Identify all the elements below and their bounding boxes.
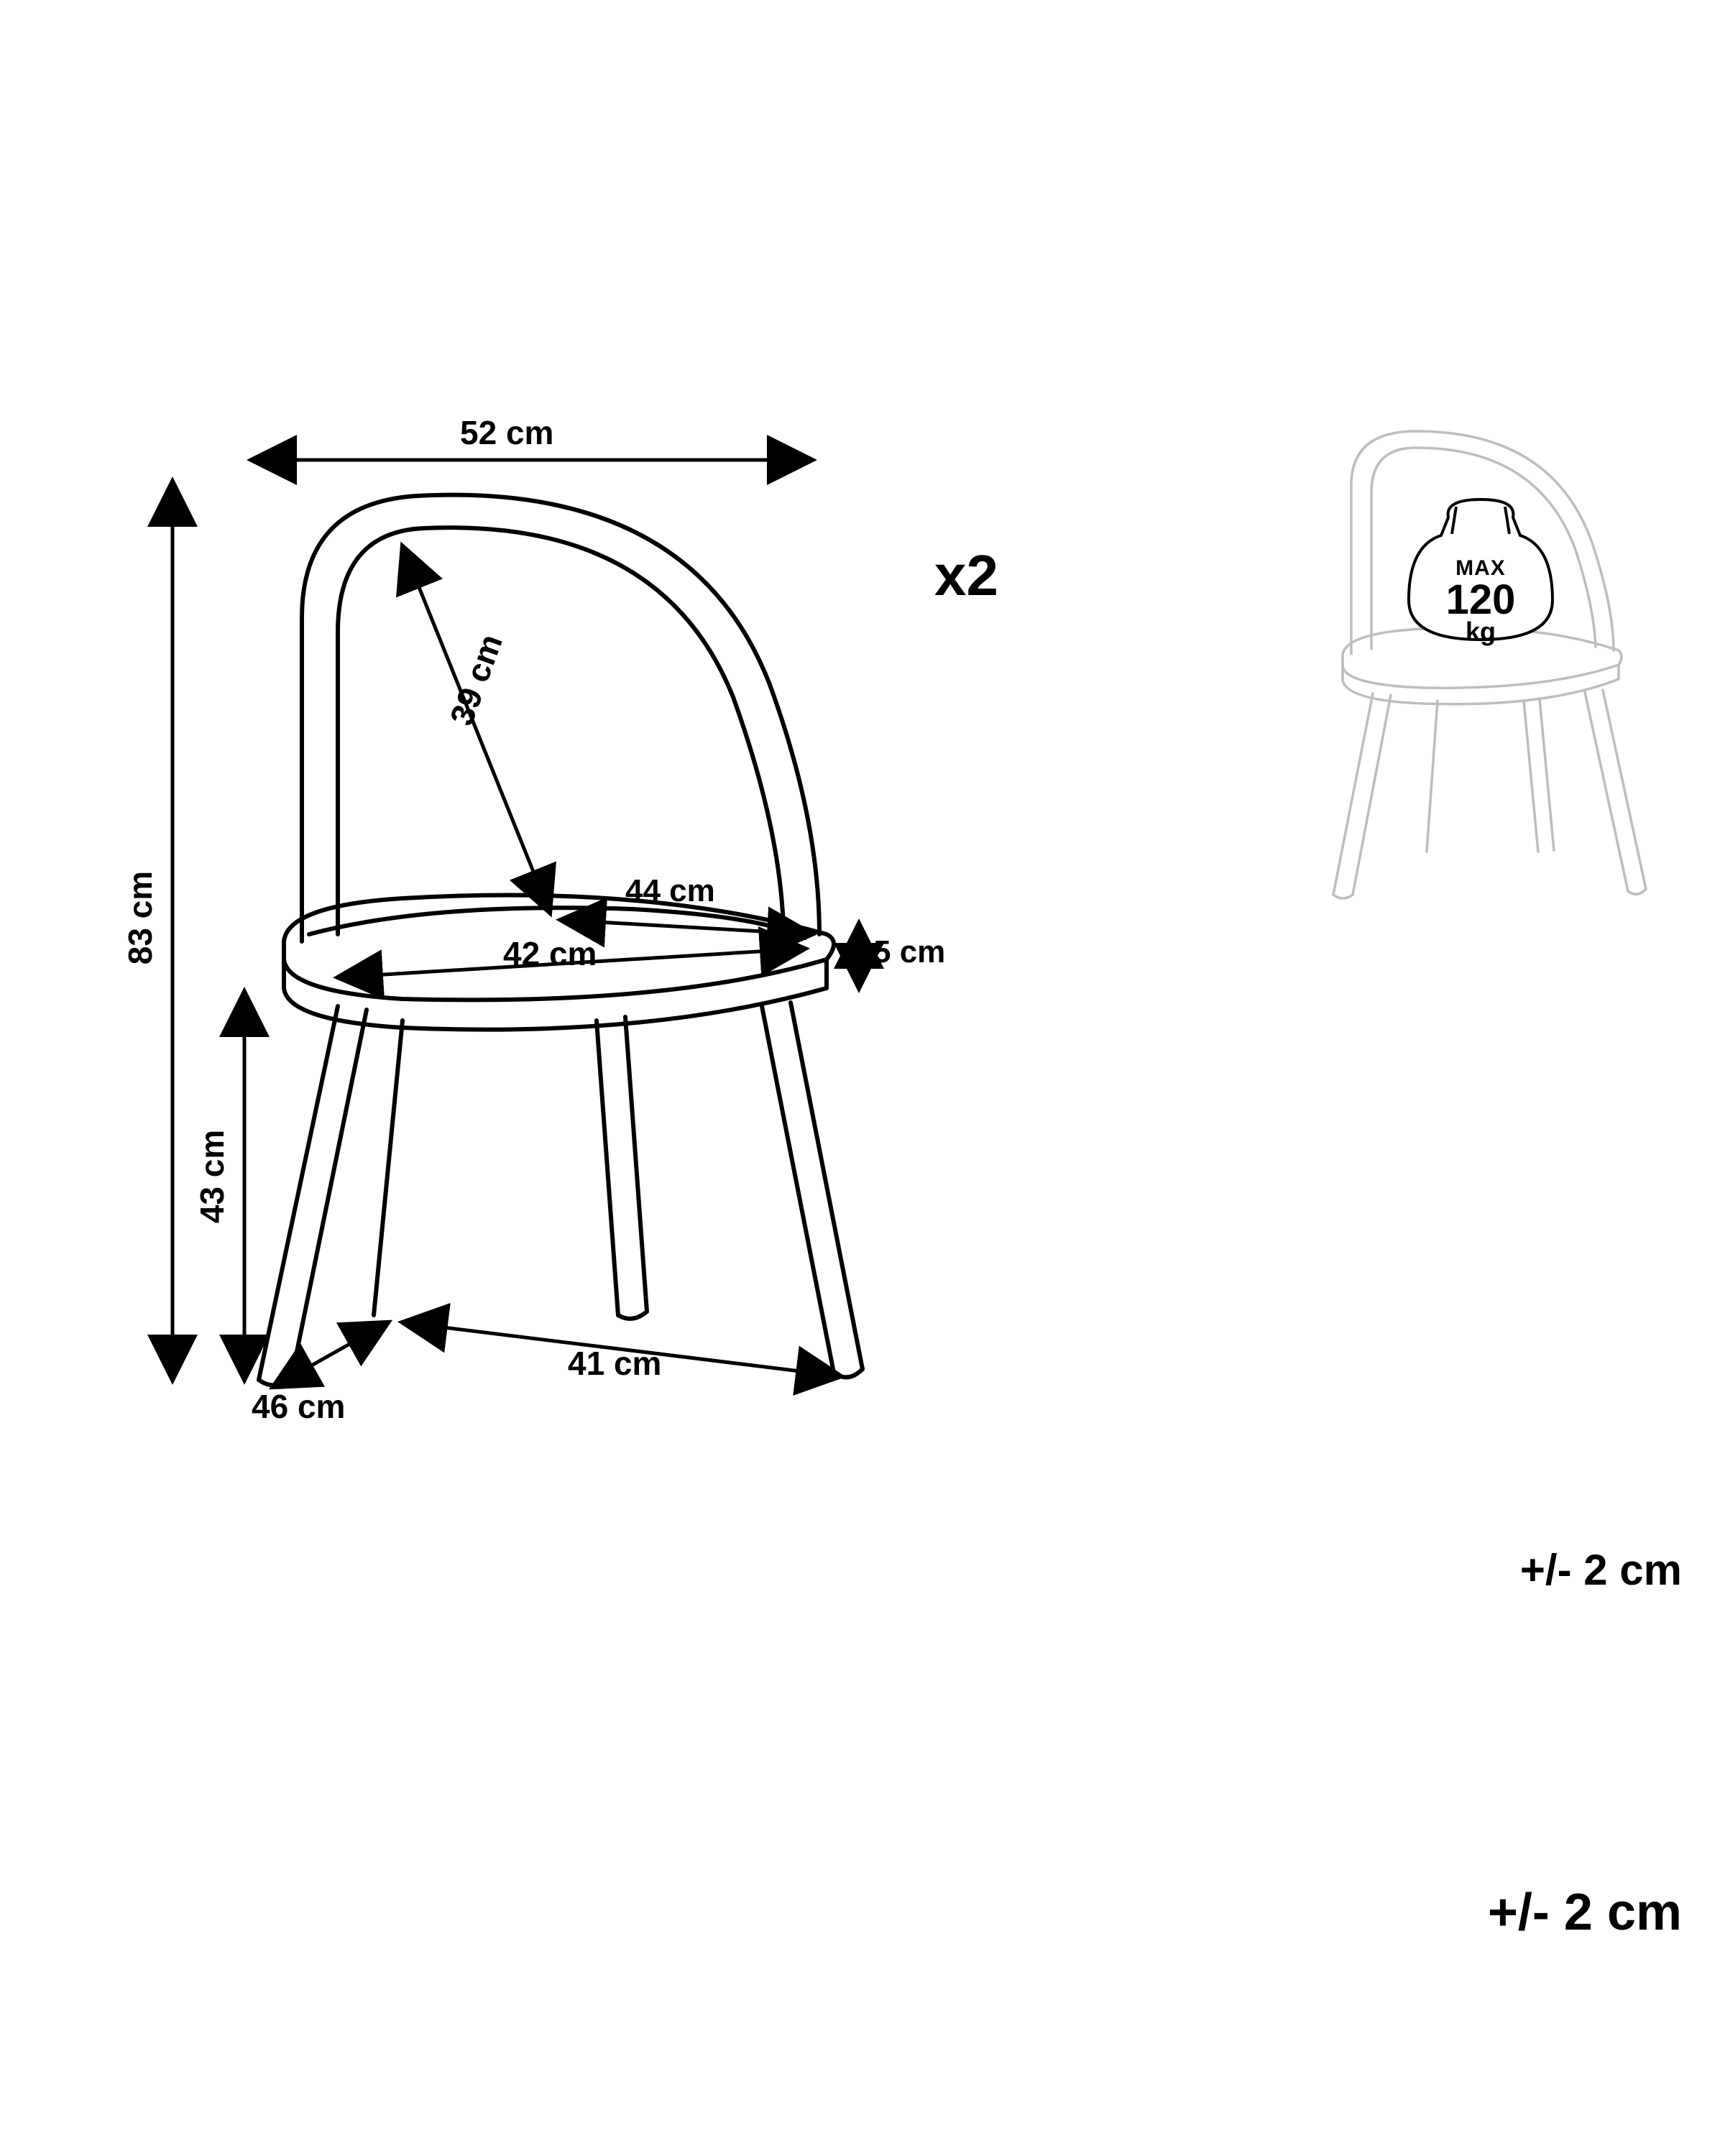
tolerance-note-1: +/- 2 cm <box>1520 1545 1682 1595</box>
quantity-label: x2 <box>934 543 998 609</box>
chair-secondary-drawing <box>1265 392 1696 967</box>
dim-seat-top-front: 44 cm <box>625 873 715 909</box>
dim-seat-thickness: 5 cm <box>873 934 945 970</box>
dim-base-depth: 46 cm <box>252 1387 345 1426</box>
chair-main-drawing <box>0 0 1725 2156</box>
diagram-canvas: 52 cm 83 cm 43 cm 39 cm 44 cm 42 cm 5 cm… <box>0 0 1725 2156</box>
weight-unit: kg <box>1434 619 1527 644</box>
dim-seat-height: 43 cm <box>193 1130 231 1223</box>
tolerance-note-2: +/- 2 cm <box>1488 1883 1682 1942</box>
weight-value: 120 <box>1434 580 1527 619</box>
weight-badge: MAX 120 kg <box>1434 557 1527 644</box>
dim-base-width: 41 cm <box>568 1344 661 1383</box>
dim-seat-front-width: 42 cm <box>503 934 597 973</box>
dim-top-width: 52 cm <box>460 413 553 452</box>
dim-overall-height: 83 cm <box>121 871 160 964</box>
